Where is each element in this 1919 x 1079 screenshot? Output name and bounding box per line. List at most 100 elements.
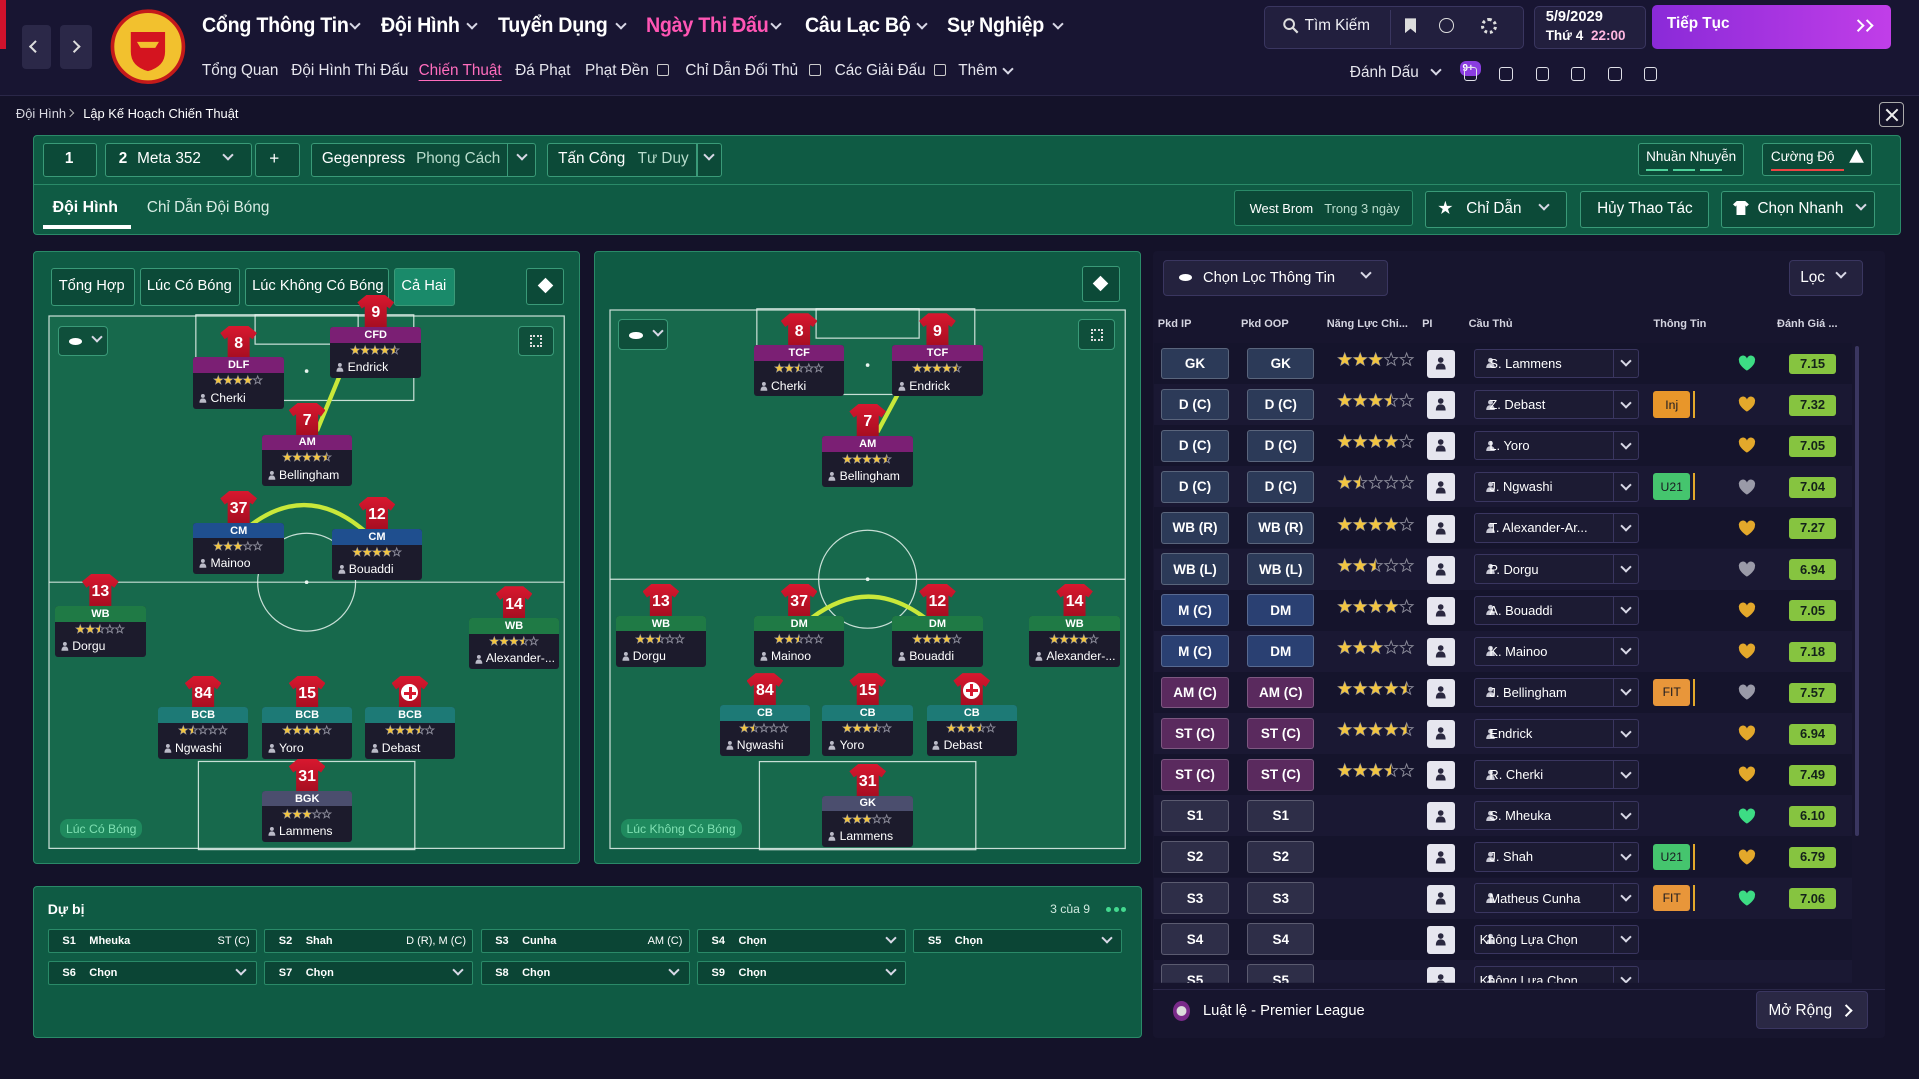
player-select[interactable] <box>1473 431 1639 461</box>
action-button[interactable] <box>1720 190 1875 228</box>
tactic-control[interactable] <box>254 143 300 178</box>
tactic-control[interactable] <box>42 143 97 178</box>
column-header[interactable]: Pkd OOP <box>1241 318 1289 331</box>
more-dot[interactable] <box>1121 906 1126 912</box>
search-box[interactable] <box>1264 6 1524 49</box>
action-label[interactable]: Hủy Thao Tác <box>1597 200 1693 218</box>
star-filled <box>1050 634 1059 643</box>
player-select[interactable] <box>1473 677 1639 708</box>
expand-label[interactable]: Mở Rộng <box>1768 1001 1833 1019</box>
player-select[interactable] <box>1473 636 1639 666</box>
settings-icon[interactable] <box>1480 18 1497 35</box>
layout-button[interactable] <box>1078 319 1115 350</box>
close-button[interactable] <box>1878 101 1905 128</box>
bench-slot[interactable] <box>480 928 690 954</box>
sub-nav-item[interactable]: Phạt Đền <box>585 61 649 79</box>
player-select[interactable] <box>1473 842 1639 872</box>
sub-nav-item[interactable]: Tổng Quan <box>201 61 279 79</box>
filter-button-label[interactable]: Lọc <box>1800 268 1825 286</box>
player-select[interactable] <box>1473 883 1639 913</box>
sub-nav-item[interactable]: Các Giải Đấu <box>834 61 926 79</box>
main-nav-item[interactable]: Tuyển Dụng <box>498 13 608 38</box>
pitch-tool-button[interactable] <box>526 268 565 305</box>
main-nav-item[interactable]: Ngày Thi Đấu <box>646 13 769 38</box>
sub-nav-item[interactable]: Thêm <box>958 61 998 79</box>
column-header[interactable]: Thông Tin <box>1653 318 1707 331</box>
player-select[interactable] <box>1473 924 1639 954</box>
layout-button[interactable] <box>517 325 555 357</box>
toolbar-icon[interactable] <box>1463 67 1478 81</box>
view-toggle[interactable] <box>618 319 669 350</box>
bookmark-menu[interactable]: Đánh Dấu <box>1349 64 1419 82</box>
continue-label[interactable]: Tiếp Tục <box>1666 15 1730 33</box>
tactic-control[interactable] <box>547 143 723 178</box>
breadcrumb-item[interactable]: Đội Hình <box>15 106 67 122</box>
action-button[interactable] <box>1424 190 1567 228</box>
toolbar-icon[interactable] <box>1571 67 1585 81</box>
player-select[interactable] <box>1473 760 1639 790</box>
player-select[interactable] <box>1473 801 1639 831</box>
player-select[interactable] <box>1473 389 1639 420</box>
main-nav-item[interactable]: Cổng Thông Tin <box>201 13 349 38</box>
column-header[interactable]: Đánh Giá ... <box>1777 318 1838 331</box>
main-nav-item[interactable]: Đội Hình <box>380 13 460 38</box>
rules-link[interactable]: Luật lệ - Premier League <box>1203 1002 1365 1019</box>
toolbar-icon[interactable] <box>1499 67 1513 81</box>
bench-slot[interactable] <box>47 960 257 986</box>
toolbar-icon[interactable] <box>1608 67 1622 81</box>
column-header[interactable]: Năng Lực Chi... <box>1326 318 1408 331</box>
pitch-tab[interactable] <box>394 268 456 306</box>
bench-slot[interactable] <box>696 928 907 954</box>
tab[interactable]: Chỉ Dẫn Đội Bóng <box>146 199 270 217</box>
filter-dropdown[interactable] <box>1162 259 1388 297</box>
tactic-control[interactable] <box>105 143 253 178</box>
sub-nav-item[interactable]: Chiến Thuật <box>418 61 502 79</box>
pitch-tab[interactable] <box>51 268 135 306</box>
column-header[interactable]: Cầu Thủ <box>1468 318 1513 331</box>
pitch-tab-label[interactable]: Tổng Hợp <box>58 278 125 295</box>
search-label[interactable]: Tìm Kiếm <box>1304 16 1371 34</box>
sub-nav-item[interactable]: Chỉ Dẫn Đối Thủ <box>685 61 799 79</box>
sub-nav-item[interactable]: Đội Hình Thi Đấu <box>291 61 409 79</box>
player-select[interactable] <box>1473 348 1639 379</box>
tactic-slot[interactable]: 1 <box>64 150 74 168</box>
back-button[interactable] <box>22 24 52 69</box>
column-header[interactable]: Pkd IP <box>1157 318 1192 331</box>
view-toggle[interactable] <box>57 325 108 357</box>
filter-button[interactable] <box>1789 259 1863 297</box>
action-label[interactable]: Chọn Nhanh <box>1757 200 1844 218</box>
player-select[interactable] <box>1473 513 1639 543</box>
toolbar-icon[interactable] <box>1535 67 1550 81</box>
main-nav-item[interactable]: Câu Lạc Bộ <box>805 13 911 38</box>
player-select[interactable] <box>1473 965 1639 983</box>
main-nav-item[interactable]: Sự Nghiệp <box>947 13 1045 38</box>
continue-button[interactable] <box>1652 4 1891 49</box>
player-select[interactable] <box>1473 718 1639 749</box>
pitch-tab-label[interactable]: Lúc Có Bóng <box>146 278 232 295</box>
forward-button[interactable] <box>60 24 92 69</box>
bench-slot[interactable] <box>264 928 474 954</box>
bench-slot[interactable] <box>264 960 474 986</box>
expand-button[interactable] <box>1756 991 1868 1030</box>
add-tactic[interactable]: + <box>269 149 280 169</box>
player-select[interactable] <box>1473 472 1639 502</box>
action-button[interactable] <box>1580 190 1709 228</box>
sub-nav-item[interactable]: Đá Phạt <box>515 61 571 79</box>
bench-slot[interactable] <box>480 960 690 986</box>
player-select[interactable] <box>1473 554 1639 584</box>
bench-slot[interactable] <box>47 928 257 954</box>
tab[interactable]: Đội Hình <box>52 198 118 216</box>
player-select[interactable] <box>1473 595 1639 625</box>
more-dot[interactable] <box>1106 906 1112 912</box>
bench-slot[interactable] <box>913 928 1123 954</box>
rating: 6.94 <box>1800 561 1826 577</box>
pitch-tab-label[interactable]: Cả Hai <box>401 278 447 295</box>
column-header[interactable]: PI <box>1422 318 1433 331</box>
tactic-control[interactable] <box>310 143 537 178</box>
pitch-tab-label[interactable]: Lúc Không Có Bóng <box>252 278 384 295</box>
toolbar-icon[interactable] <box>1643 67 1658 81</box>
more-dot[interactable] <box>1113 906 1119 912</box>
pitch-tab[interactable] <box>139 268 240 306</box>
bench-slot[interactable] <box>696 960 907 986</box>
action-label[interactable]: Chỉ Dẫn <box>1466 200 1522 218</box>
